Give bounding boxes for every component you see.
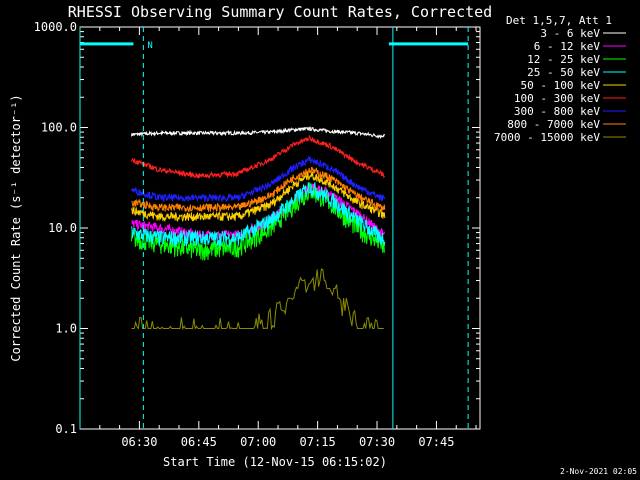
legend-entry-label: 3 - 6 keV	[540, 27, 600, 40]
legend-entry-label: 12 - 25 keV	[527, 53, 600, 66]
y-tick-label: 1000.0	[34, 20, 77, 34]
y-tick-label: 1.0	[55, 322, 77, 336]
chart-title: RHESSI Observing Summary Count Rates, Co…	[68, 3, 492, 21]
y-tick-label: 10.0	[48, 221, 77, 235]
series-line	[131, 166, 386, 213]
x-axis-label: Start Time (12-Nov-15 06:15:02)	[163, 455, 387, 469]
series-layer	[131, 126, 386, 331]
x-tick-label: 07:30	[359, 435, 395, 449]
y-axis: 0.1 1.0 10.0 100.0 1000.0	[34, 20, 480, 436]
legend-header: Det 1,5,7, Att 1	[506, 14, 612, 27]
legend-entry-label: 7000 - 15000 keV	[494, 131, 600, 144]
series-line	[131, 171, 386, 223]
legend-entry-label: 300 - 800 keV	[514, 105, 600, 118]
legend-entry-label: 6 - 12 keV	[534, 40, 601, 53]
series-line	[131, 126, 385, 140]
y-tick-label: 100.0	[41, 121, 77, 135]
x-axis: 06:30 06:45 07:00 07:15 07:30 07:45	[99, 27, 477, 449]
legend-entry-label: 50 - 100 keV	[521, 79, 601, 92]
x-tick-label: 06:30	[121, 435, 157, 449]
x-tick-label: 06:45	[181, 435, 217, 449]
x-tick-label: 07:15	[300, 435, 336, 449]
legend-entry-label: 800 - 7000 keV	[507, 118, 600, 131]
legend-entry-label: 100 - 300 keV	[514, 92, 600, 105]
y-axis-label: Corrected Count Rate (s⁻¹ detector⁻¹)	[9, 94, 23, 361]
flag-layer: N	[79, 27, 469, 429]
series-line	[131, 268, 384, 331]
x-tick-label: 07:45	[418, 435, 454, 449]
series-line	[131, 134, 385, 180]
timestamp: 2-Nov-2021 02:05	[560, 467, 637, 476]
legend-entry-label: 25 - 50 keV	[527, 66, 600, 79]
x-tick-label: 07:00	[240, 435, 276, 449]
y-tick-label: 0.1	[55, 422, 77, 436]
series-line	[131, 154, 386, 203]
flag-marker-label: N	[147, 41, 152, 51]
series-line	[131, 182, 386, 247]
